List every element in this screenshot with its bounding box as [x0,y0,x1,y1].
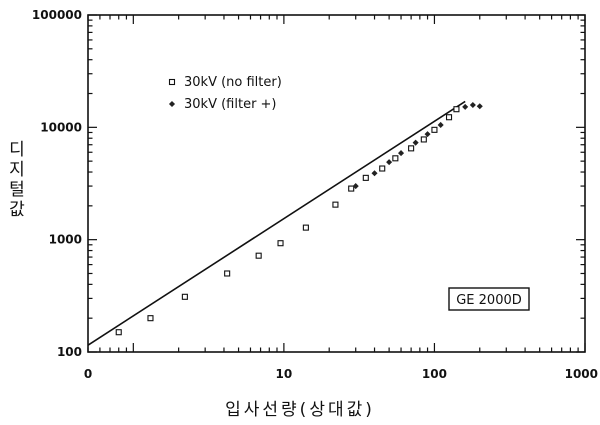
data-point [398,150,405,157]
data-point [408,145,415,152]
data-point [476,103,483,110]
annotation-label: GE 2000D [456,293,522,308]
data-point [412,139,419,146]
ticks: 100 1000 10000 100000 0 10 100 1000 [32,8,598,381]
data-point [379,165,386,172]
x-tick-label: 100 [422,367,447,381]
data-point [453,106,460,113]
data-point [424,131,431,138]
data-point [115,329,122,336]
legend-marker [168,78,176,86]
data-point [352,183,359,190]
axes [87,14,586,353]
x-tick-label: 10 [276,367,293,381]
y-tick-label: 10000 [40,120,82,134]
annotation-box [448,287,530,311]
data-point [420,136,427,143]
data-point [392,155,399,162]
data-point [277,240,284,247]
data-point [147,315,154,322]
legend-label: 30kV (no filter) [184,75,282,90]
x-tick-label: 1000 [565,367,598,381]
y-tick-label: 1000 [49,233,82,247]
data-point [431,126,438,133]
data-points [115,101,483,336]
plot-frame [87,14,586,353]
data-point [302,224,309,231]
data-point [469,101,476,109]
data-point [371,170,378,177]
fit-line [87,100,466,346]
data-point [386,159,393,166]
data-point [445,114,453,121]
data-point [255,252,262,259]
annotation: GE 2000D [448,287,530,311]
data-point [462,103,469,110]
x-tick-label: 0 [84,367,92,381]
y-tick-label: 100000 [32,8,82,22]
legend-label: 30kV (filter +) [184,97,277,112]
data-point [362,174,369,181]
y-axis-label-char: 지 [9,160,25,180]
data-point [437,121,444,128]
data-point [332,201,339,208]
y-tick-label: 100 [57,345,82,359]
data-point [348,185,355,192]
y-axis-label-char: 털 [9,180,25,200]
data-point [224,270,231,277]
y-axis-label-char: 디 [9,140,25,160]
data-point [181,293,188,300]
y-axis-label-char: 값 [9,200,25,220]
y-axis-label: 디 지 털 값 [6,140,28,220]
x-axis-label: 입사선량(상대값) [225,400,375,420]
legend-marker [168,100,176,108]
fit-line-segment [87,100,466,346]
legend: 30kV (no filter) 30kV (filter +) [168,75,282,112]
